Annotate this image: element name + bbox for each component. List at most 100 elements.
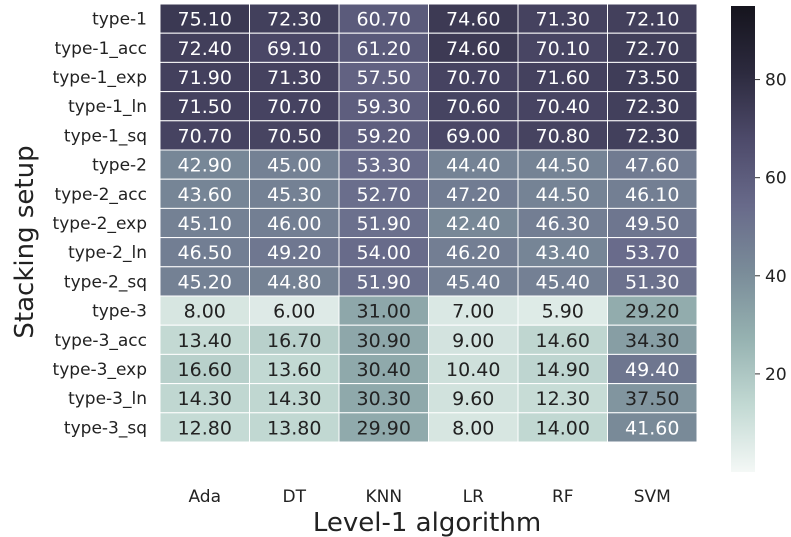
- cell-value-label: 44.50: [536, 184, 590, 206]
- colorbar-tick-label: 40: [765, 267, 787, 287]
- heatmap-cell: [607, 353, 698, 385]
- heatmap-cell: [428, 207, 519, 239]
- row-tick-label: type-2_ln: [68, 243, 147, 263]
- cell-value-label: 75.10: [178, 9, 232, 31]
- y-axis-label: Stacking setup: [10, 145, 40, 338]
- cell-value-label: 43.40: [536, 242, 590, 264]
- heatmap-cell: [607, 178, 698, 209]
- heatmap-cell: [159, 324, 250, 355]
- row-tick-label: type-1_exp: [53, 68, 147, 88]
- heatmap-cell: [249, 324, 340, 355]
- heatmap-cell: [249, 412, 340, 443]
- cell-value-label: 69.00: [446, 125, 500, 147]
- heatmap-cell: [338, 412, 429, 443]
- cell-value-label: 44.50: [536, 155, 590, 177]
- column-tick-label: KNN: [365, 487, 402, 507]
- cell-value-label: 72.40: [178, 38, 232, 60]
- column-tick-label: DT: [283, 487, 307, 507]
- heatmap-cell: [159, 178, 250, 209]
- heatmap-cell: [517, 266, 608, 297]
- cell-value-label: 13.60: [267, 359, 321, 381]
- cell-value-label: 51.90: [357, 213, 411, 235]
- heatmap-cell: [607, 383, 698, 414]
- cell-value-label: 41.60: [625, 417, 679, 439]
- cell-value-label: 43.60: [178, 184, 232, 206]
- cell-value-label: 69.10: [267, 38, 321, 60]
- heatmap-cell: [607, 207, 698, 239]
- cell-value-label: 45.40: [446, 271, 500, 293]
- heatmap-cell: [338, 91, 429, 122]
- heatmap-cell: [428, 412, 519, 443]
- row-tick-label: type-2: [92, 156, 147, 176]
- cell-value-label: 44.40: [446, 155, 500, 177]
- heatmap-cell: [338, 353, 429, 385]
- heatmap-cell: [517, 207, 608, 239]
- x-axis-label: Level-1 algorithm: [313, 508, 541, 537]
- cell-value-label: 14.60: [536, 330, 590, 352]
- colorbar-tick-label: 80: [765, 71, 787, 91]
- cell-value-label: 70.70: [446, 67, 500, 89]
- heatmap-cell: [607, 61, 698, 93]
- cell-value-label: 42.90: [178, 155, 232, 177]
- cell-value-label: 46.30: [536, 213, 590, 235]
- cell-value-label: 12.80: [178, 417, 232, 439]
- cell-value-label: 14.30: [178, 388, 232, 410]
- cell-value-label: 49.40: [625, 359, 679, 381]
- heatmap-cell: [159, 295, 250, 326]
- column-tick-label: SVM: [634, 487, 671, 507]
- heatmap-cell: [159, 412, 250, 443]
- cell-value-label: 16.70: [267, 330, 321, 352]
- cell-value-label: 45.20: [178, 271, 232, 293]
- cell-value-label: 71.60: [536, 67, 590, 89]
- heatmap-cell: [517, 383, 608, 414]
- heatmap-cells: 75.10 72.30 60.70 74.60 71.30 72.10 72.40 69.10…: [159, 3, 698, 443]
- cell-value-label: 29.90: [357, 417, 411, 439]
- row-tick-label: type-1_acc: [54, 39, 147, 59]
- colorbar-ticks: 20 40 60 80: [755, 71, 787, 385]
- cell-value-label: 71.90: [178, 67, 232, 89]
- cell-value-label: 30.40: [357, 359, 411, 381]
- row-tick-label: type-3_ln: [68, 389, 147, 409]
- cell-value-label: 53.30: [357, 155, 411, 177]
- heatmap-cell: [428, 383, 519, 414]
- heatmap-cell: [338, 178, 429, 209]
- cell-value-label: 46.10: [625, 184, 679, 206]
- row-tick-label: type-1: [92, 10, 147, 30]
- heatmap-cell: [607, 237, 698, 268]
- heatmap-cell: [428, 295, 519, 326]
- cell-value-label: 52.70: [357, 184, 411, 206]
- cell-value-label: 45.00: [267, 155, 321, 177]
- heatmap-cell: [607, 149, 698, 180]
- cell-value-label: 54.00: [357, 242, 411, 264]
- cell-value-label: 70.40: [536, 96, 590, 118]
- heatmap-cell: [517, 120, 608, 151]
- cell-value-label: 6.00: [273, 301, 315, 323]
- cell-value-label: 47.20: [446, 184, 500, 206]
- heatmap-cell: [517, 91, 608, 122]
- heatmap-cell: [249, 91, 340, 122]
- row-tick-label: type-1_ln: [68, 97, 147, 117]
- heatmap-cell: [159, 237, 250, 268]
- row-tick-label: type-2_sq: [64, 272, 147, 292]
- cell-value-label: 12.30: [536, 388, 590, 410]
- cell-value-label: 72.30: [267, 9, 321, 31]
- cell-value-label: 60.70: [357, 9, 411, 31]
- heatmap-cell: [338, 120, 429, 151]
- heatmap-cell: [338, 383, 429, 414]
- heatmap-cell: [428, 324, 519, 355]
- heatmap-cell: [249, 353, 340, 385]
- heatmap-cell: [607, 32, 698, 63]
- cell-value-label: 30.30: [357, 388, 411, 410]
- cell-value-label: 49.20: [267, 242, 321, 264]
- cell-value-label: 70.70: [178, 125, 232, 147]
- cell-value-label: 72.70: [625, 38, 679, 60]
- row-labels: type-1 type-1_acc type-1_exp type-1_ln type-…: [53, 10, 147, 439]
- heatmap-cell: [517, 353, 608, 385]
- cell-value-label: 72.30: [625, 125, 679, 147]
- colorbar-tick-label: 60: [765, 169, 787, 189]
- cell-value-label: 74.60: [446, 9, 500, 31]
- heatmap-cell: [338, 237, 429, 268]
- heatmap-cell: [249, 61, 340, 93]
- heatmap-cell: [517, 412, 608, 443]
